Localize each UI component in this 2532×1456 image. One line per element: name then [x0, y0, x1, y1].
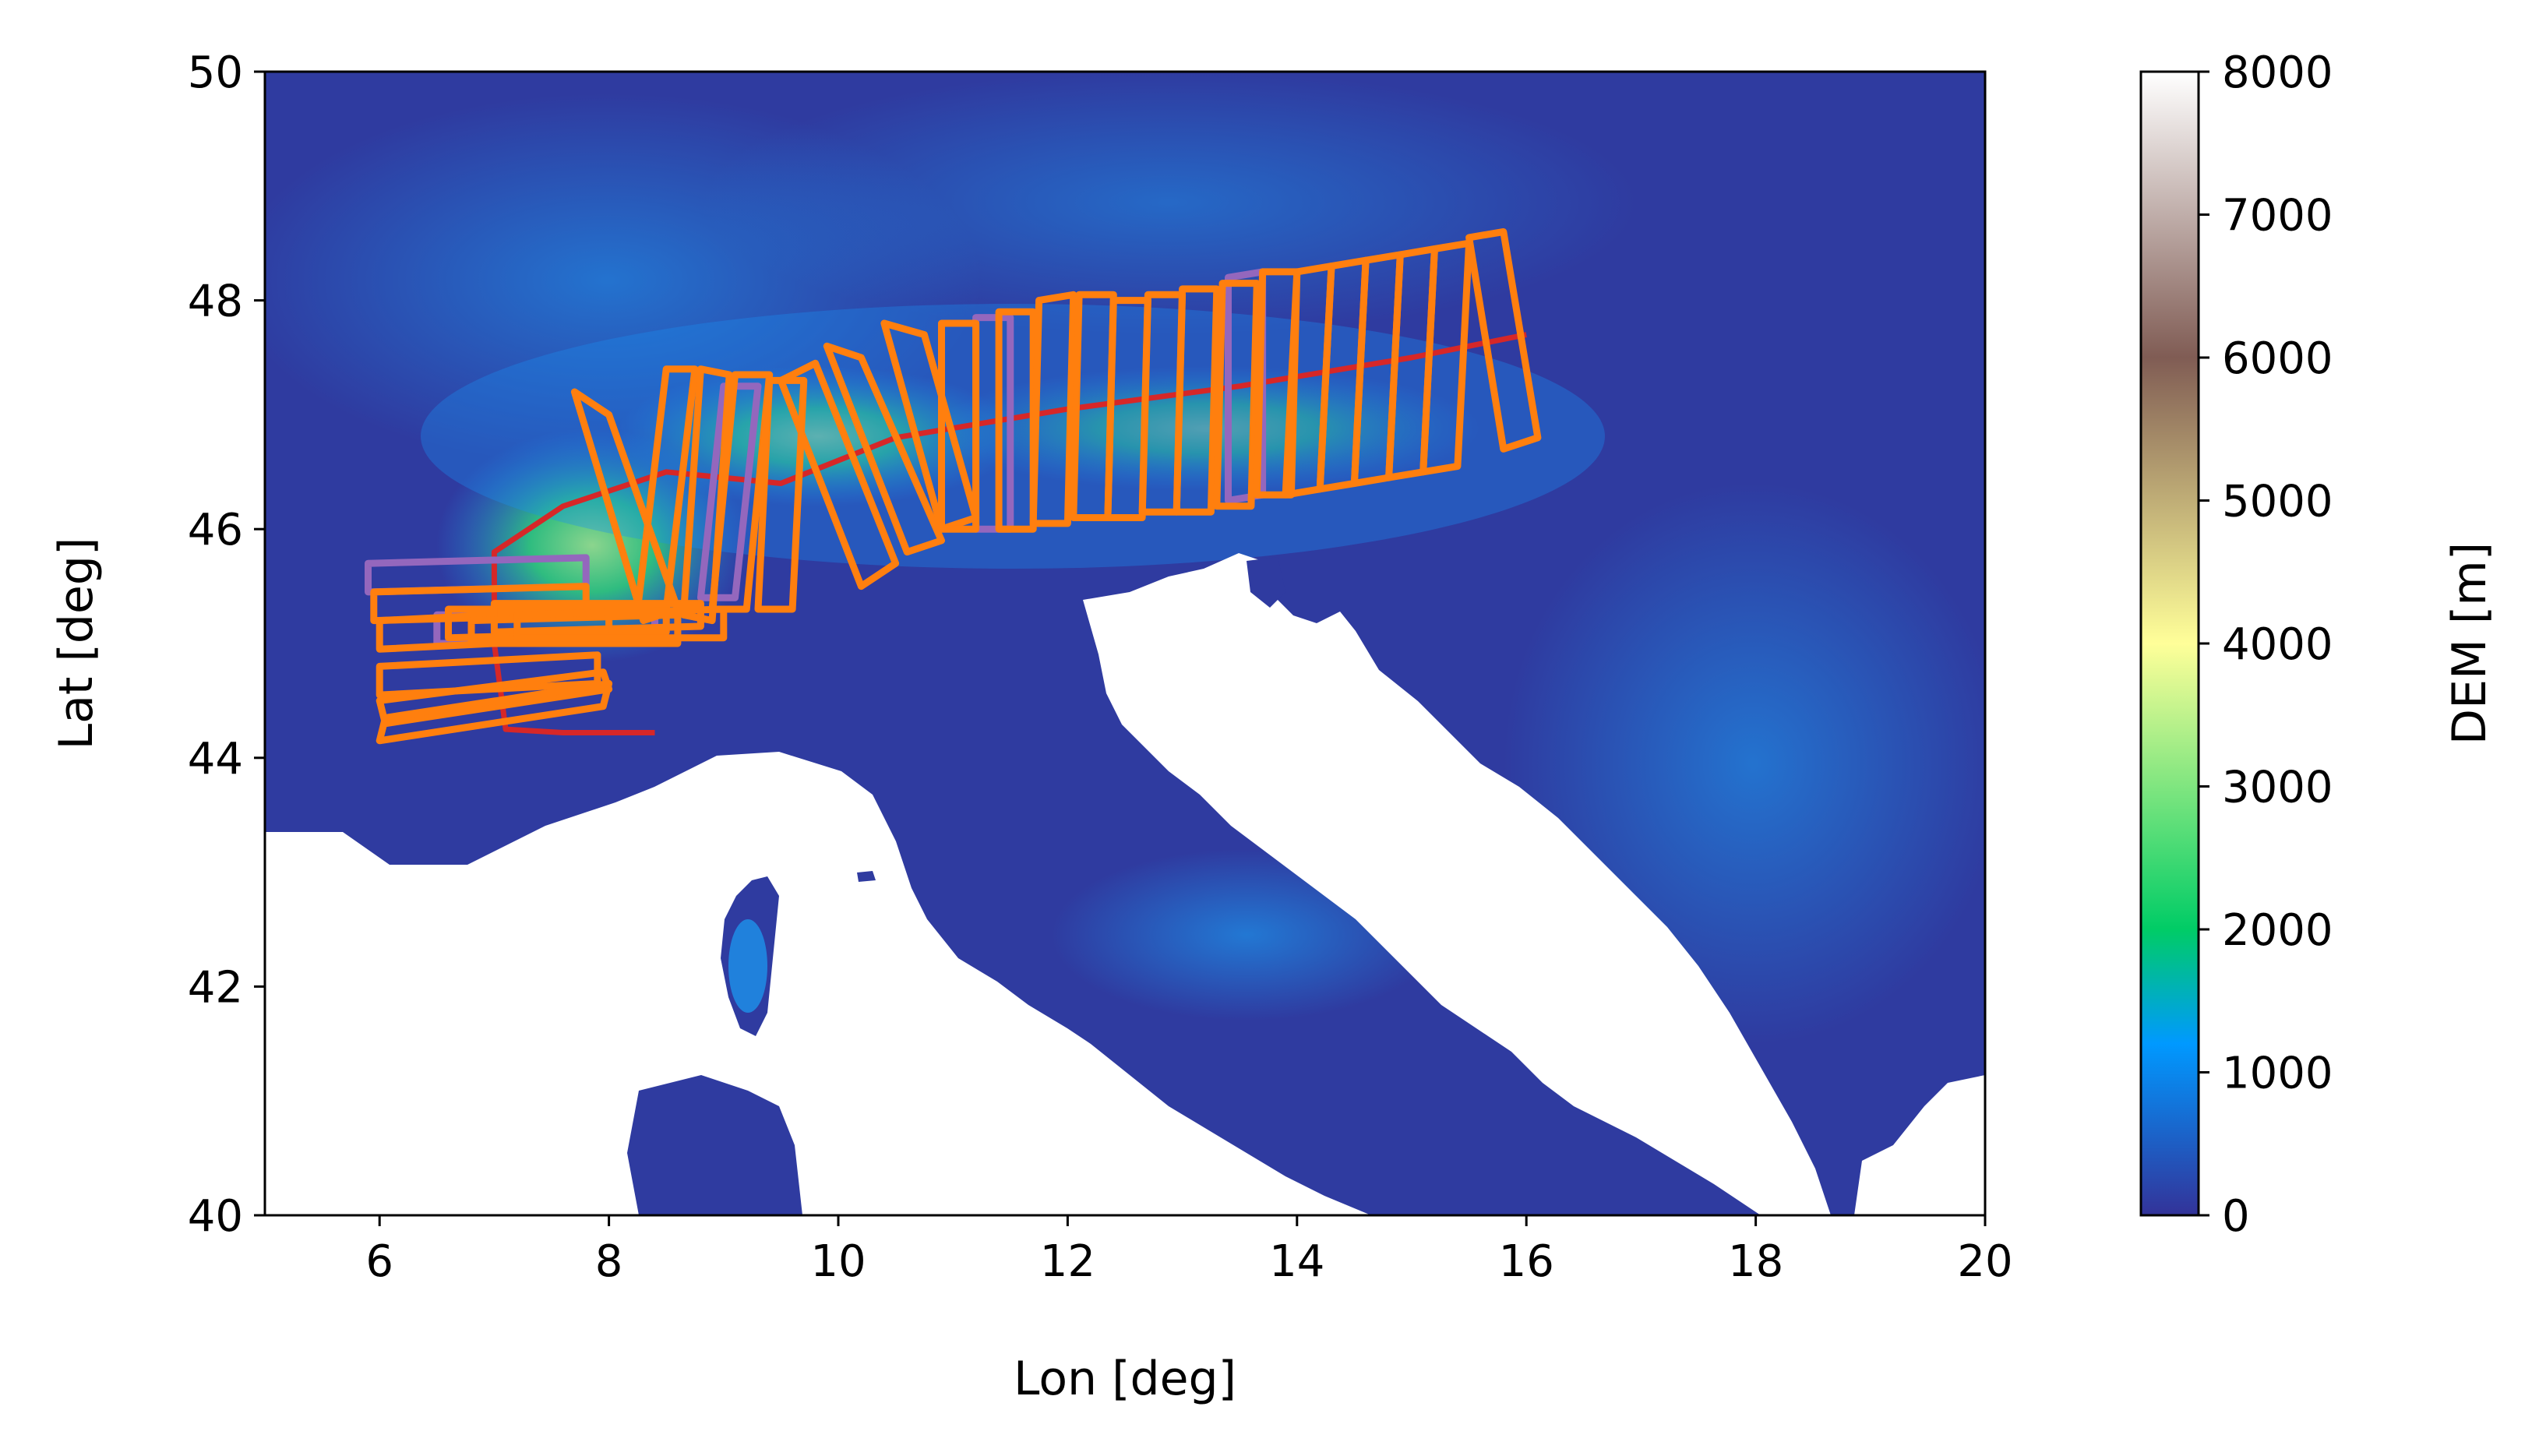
island-elba	[857, 871, 876, 882]
y-tick-label: 48	[188, 277, 243, 327]
frame-footprint	[938, 319, 980, 533]
colorbar	[2139, 70, 2200, 1217]
colorbar-tick-label: 3000	[2222, 763, 2333, 813]
x-axis: 6 8 10 12 14 16 18 20	[365, 1215, 2013, 1287]
x-tick-label: 20	[1957, 1236, 2012, 1287]
frame-footprint	[1465, 228, 1542, 453]
frame-footprint	[513, 605, 728, 642]
y-tick-label: 40	[188, 1191, 243, 1242]
y-axis: 40 42 44 46 48 50	[188, 48, 265, 1242]
colorbar-tick-label: 7000	[2222, 191, 2333, 241]
frame-footprint	[1029, 291, 1077, 527]
colorbar-label: DEM [m]	[2442, 542, 2497, 745]
frame-footprint	[823, 342, 945, 556]
colorbar-tick-label: 6000	[2222, 333, 2333, 384]
x-tick-label: 10	[810, 1236, 866, 1287]
x-tick-label: 18	[1728, 1236, 1783, 1287]
ground-track-line	[491, 332, 1527, 735]
colorbar-ticks: 0 1000 2000 3000 4000 5000 6000 7000 8000	[2199, 48, 2333, 1242]
plot-frame	[263, 70, 1987, 1217]
colorbar-tick-label: 8000	[2222, 48, 2333, 98]
frame-footprint	[1104, 297, 1151, 521]
sea-adriatic	[1083, 553, 1831, 1215]
x-tick-label: 14	[1269, 1236, 1324, 1287]
sea-ionian	[1854, 1075, 1985, 1215]
colorbar-tick-label: 0	[2222, 1191, 2250, 1242]
colorbar-tick-label: 2000	[2222, 905, 2333, 956]
island-istria	[1247, 557, 1285, 608]
frame-footprint	[679, 365, 733, 625]
y-tick-label: 50	[188, 48, 243, 98]
y-tick-label: 46	[188, 505, 243, 555]
y-axis-label: Lat [deg]	[49, 538, 104, 750]
frame-footprint	[777, 359, 900, 591]
frame-footprint	[995, 308, 1037, 533]
sea-tyrrhenian	[265, 752, 1371, 1215]
y-tick-label: 42	[188, 962, 243, 1013]
frame-footprint	[1213, 280, 1261, 510]
x-tick-label: 16	[1499, 1236, 1554, 1287]
colorbar-tick-label: 1000	[2222, 1049, 2333, 1099]
frame-footprint	[1173, 285, 1221, 516]
x-tick-label: 12	[1040, 1236, 1095, 1287]
frame-footprint	[1419, 239, 1473, 476]
frame-footprint	[467, 611, 682, 647]
colorbar-tick-label: 4000	[2222, 619, 2333, 670]
frames-overlay	[365, 228, 1542, 745]
frame-footprint	[445, 605, 670, 642]
x-axis-label: Lon [deg]	[1014, 1352, 1236, 1406]
island-sardinia	[627, 1075, 802, 1215]
frame-footprint	[754, 376, 808, 613]
y-tick-label: 44	[188, 734, 243, 784]
island-corsica-relief	[728, 919, 767, 1013]
x-tick-label: 6	[365, 1236, 393, 1287]
x-tick-label: 8	[595, 1236, 623, 1287]
frame-footprint	[708, 371, 774, 613]
frame-footprint	[376, 679, 613, 745]
colorbar-tick-label: 5000	[2222, 477, 2333, 527]
frame-footprint-purple	[696, 383, 762, 601]
